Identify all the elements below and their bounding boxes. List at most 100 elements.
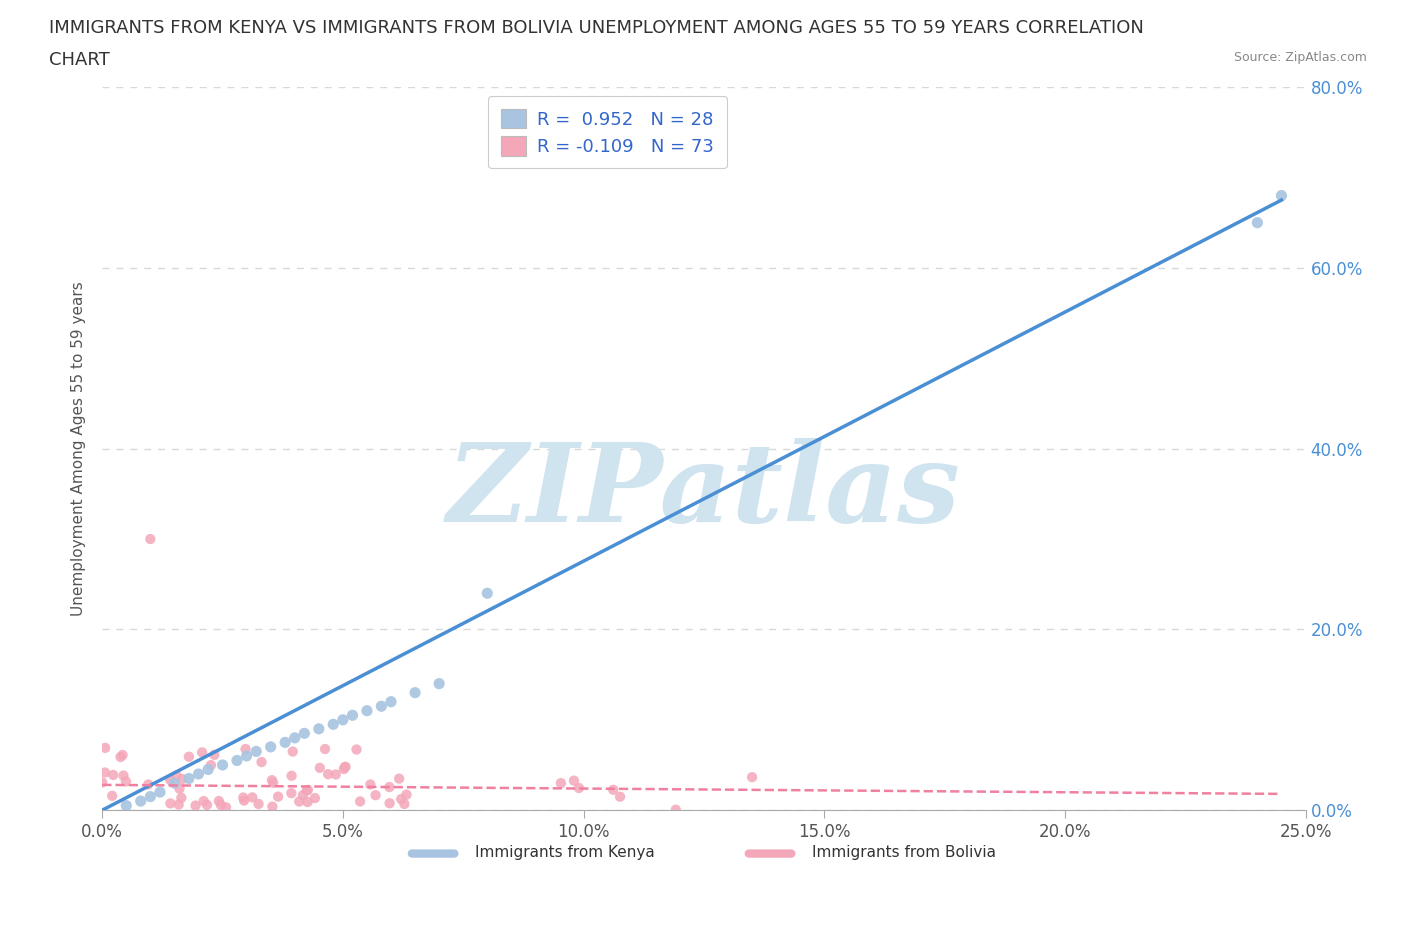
Point	[200, 758, 222, 773]
Point	[94, 765, 117, 780]
Point	[380, 695, 402, 710]
Point	[211, 758, 233, 773]
Point	[115, 774, 138, 789]
Point	[322, 717, 344, 732]
Point	[267, 790, 290, 804]
Point	[280, 786, 302, 801]
Point	[741, 770, 763, 785]
Point	[342, 708, 364, 723]
Point	[195, 798, 218, 813]
Point	[177, 750, 200, 764]
Text: Immigrants from Bolivia: Immigrants from Bolivia	[813, 844, 997, 859]
Text: Immigrants from Kenya: Immigrants from Kenya	[475, 844, 655, 859]
Point	[284, 730, 307, 745]
Point	[159, 796, 181, 811]
Point	[665, 803, 688, 817]
Point	[332, 712, 354, 727]
Point	[91, 775, 114, 790]
Point	[260, 773, 283, 788]
Y-axis label: Unemployment Among Ages 55 to 59 years: Unemployment Among Ages 55 to 59 years	[72, 281, 86, 616]
Point	[427, 676, 450, 691]
Point	[240, 790, 263, 804]
Point	[112, 768, 135, 783]
Point	[378, 779, 401, 794]
Point	[609, 790, 631, 804]
Point	[149, 785, 172, 800]
Point	[235, 741, 257, 756]
Point	[101, 767, 124, 782]
Text: IMMIGRANTS FROM KENYA VS IMMIGRANTS FROM BOLIVIA UNEMPLOYMENT AMONG AGES 55 TO 5: IMMIGRANTS FROM KENYA VS IMMIGRANTS FROM…	[49, 19, 1144, 36]
Point	[394, 796, 416, 811]
Point	[233, 793, 256, 808]
Point	[346, 742, 368, 757]
Point	[349, 794, 371, 809]
Point	[159, 773, 181, 788]
Point	[184, 798, 207, 813]
Point	[136, 777, 159, 792]
Point	[110, 750, 132, 764]
Point	[163, 776, 186, 790]
Point	[129, 793, 152, 808]
Text: ZIPatlas: ZIPatlas	[447, 438, 960, 546]
Point	[94, 740, 117, 755]
Point	[288, 794, 311, 809]
Point	[274, 735, 297, 750]
Point	[295, 783, 318, 798]
Point	[297, 782, 319, 797]
Point	[170, 790, 193, 805]
Point	[378, 796, 401, 811]
Point	[388, 771, 411, 786]
Point	[245, 744, 267, 759]
Point	[395, 787, 418, 802]
Legend: R =  0.952   N = 28, R = -0.109   N = 73: R = 0.952 N = 28, R = -0.109 N = 73	[488, 96, 727, 168]
Point	[262, 799, 284, 814]
Point	[250, 754, 273, 769]
Point	[193, 793, 215, 808]
Point	[370, 698, 392, 713]
Text: Source: ZipAtlas.com: Source: ZipAtlas.com	[1233, 51, 1367, 64]
Point	[208, 793, 231, 808]
Point	[335, 759, 357, 774]
Point	[191, 745, 214, 760]
Point	[177, 771, 200, 786]
Point	[308, 722, 330, 737]
Point	[404, 685, 426, 700]
Point	[281, 744, 304, 759]
Point	[247, 796, 270, 811]
Point	[304, 790, 326, 805]
Point	[115, 798, 138, 813]
Point	[477, 586, 499, 601]
Point	[139, 790, 162, 804]
Point	[209, 798, 232, 813]
Point	[314, 741, 336, 756]
Point	[1246, 215, 1268, 230]
Point	[389, 791, 412, 806]
Point	[167, 797, 190, 812]
Point	[101, 789, 124, 804]
Point	[333, 760, 356, 775]
Point	[139, 532, 162, 547]
Point	[172, 772, 194, 787]
Point	[316, 766, 339, 781]
Point	[568, 780, 591, 795]
Point	[260, 739, 283, 754]
Point	[262, 776, 284, 790]
Point	[280, 768, 302, 783]
Point	[308, 761, 330, 776]
Point	[187, 766, 209, 781]
Point	[602, 782, 624, 797]
Point	[356, 703, 378, 718]
Point	[550, 776, 572, 790]
Point	[166, 768, 188, 783]
Point	[197, 762, 219, 777]
Point	[325, 767, 347, 782]
Point	[292, 726, 315, 741]
Point	[364, 788, 387, 803]
Point	[359, 777, 381, 792]
Point	[1270, 188, 1292, 203]
Point	[333, 762, 356, 777]
Point	[232, 790, 254, 805]
Point	[297, 794, 319, 809]
Point	[291, 788, 314, 803]
Point	[111, 748, 134, 763]
